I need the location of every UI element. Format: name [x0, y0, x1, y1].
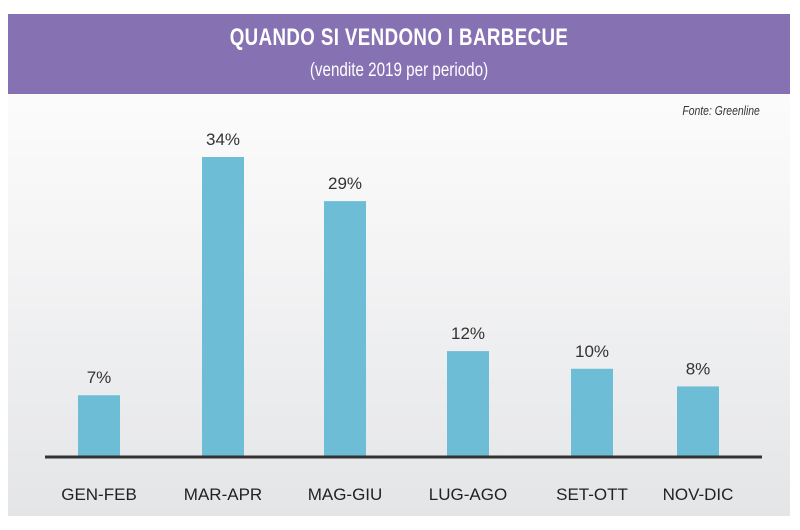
bar-gen-feb	[78, 395, 120, 457]
bar-set-ott	[571, 368, 613, 457]
category-label: MAG-GIU	[308, 485, 383, 504]
value-label: 8%	[686, 359, 711, 378]
category-label: LUG-AGO	[429, 485, 507, 504]
bar-mag-giu	[324, 201, 366, 457]
chart-title: QUANDO SI VENDONO I BARBECUE	[229, 24, 569, 51]
chart-header: QUANDO SI VENDONO I BARBECUE (vendite 20…	[8, 14, 790, 94]
value-label: 7%	[87, 368, 112, 387]
category-label: NOV-DIC	[663, 485, 734, 504]
value-label: 34%	[206, 130, 240, 149]
category-label: MAR-APR	[184, 485, 262, 504]
category-label: SET-OTT	[556, 485, 628, 504]
chart-source: Fonte: Greenline	[682, 103, 760, 118]
bar-mar-apr	[202, 157, 244, 457]
value-label: 10%	[575, 342, 609, 361]
bar-nov-dic	[677, 386, 719, 457]
bar-lug-ago	[447, 351, 489, 457]
value-label: 12%	[451, 324, 485, 343]
value-label: 29%	[328, 174, 362, 193]
chart-panel	[8, 14, 790, 516]
category-label: GEN-FEB	[61, 485, 137, 504]
chart-subtitle: (vendite 2019 per periodo)	[309, 60, 489, 81]
